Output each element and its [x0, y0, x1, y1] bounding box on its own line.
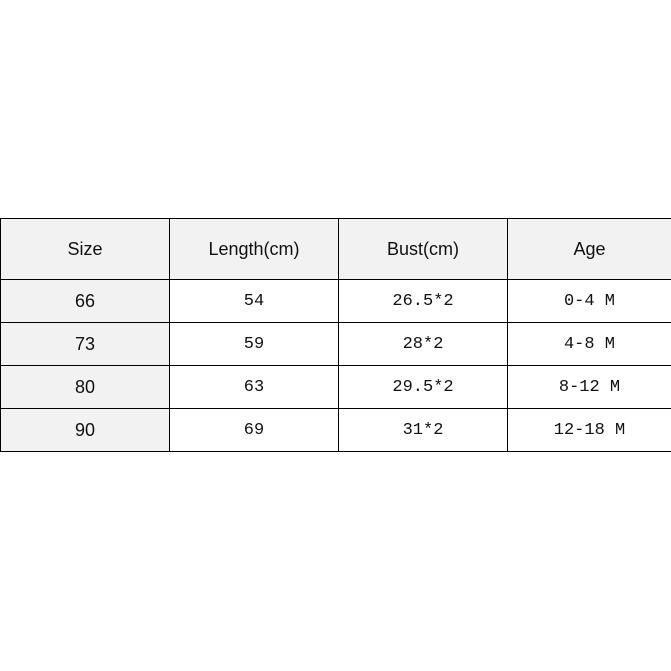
cell-size: 90	[0, 408, 170, 452]
cell-age: 8-12 M	[507, 365, 671, 409]
cell-age: 4-8 M	[507, 322, 671, 366]
header-size: Size	[0, 218, 170, 280]
header-age: Age	[507, 218, 671, 280]
cell-bust: 26.5*2	[338, 279, 508, 323]
table-row: 80 63 29.5*2 8-12 M	[0, 365, 671, 409]
table-row: 73 59 28*2 4-8 M	[0, 322, 671, 366]
cell-bust: 29.5*2	[338, 365, 508, 409]
table-row: 90 69 31*2 12-18 M	[0, 408, 671, 452]
cell-size: 80	[0, 365, 170, 409]
cell-size: 66	[0, 279, 170, 323]
cell-age: 0-4 M	[507, 279, 671, 323]
cell-age: 12-18 M	[507, 408, 671, 452]
header-bust: Bust(cm)	[338, 218, 508, 280]
table-row: 66 54 26.5*2 0-4 M	[0, 279, 671, 323]
table-header-row: Size Length(cm) Bust(cm) Age	[0, 218, 671, 280]
cell-length: 54	[169, 279, 339, 323]
header-length: Length(cm)	[169, 218, 339, 280]
size-chart-table: Size Length(cm) Bust(cm) Age 66 54 26.5*…	[0, 218, 671, 452]
cell-bust: 28*2	[338, 322, 508, 366]
cell-length: 63	[169, 365, 339, 409]
cell-bust: 31*2	[338, 408, 508, 452]
cell-length: 69	[169, 408, 339, 452]
cell-size: 73	[0, 322, 170, 366]
cell-length: 59	[169, 322, 339, 366]
